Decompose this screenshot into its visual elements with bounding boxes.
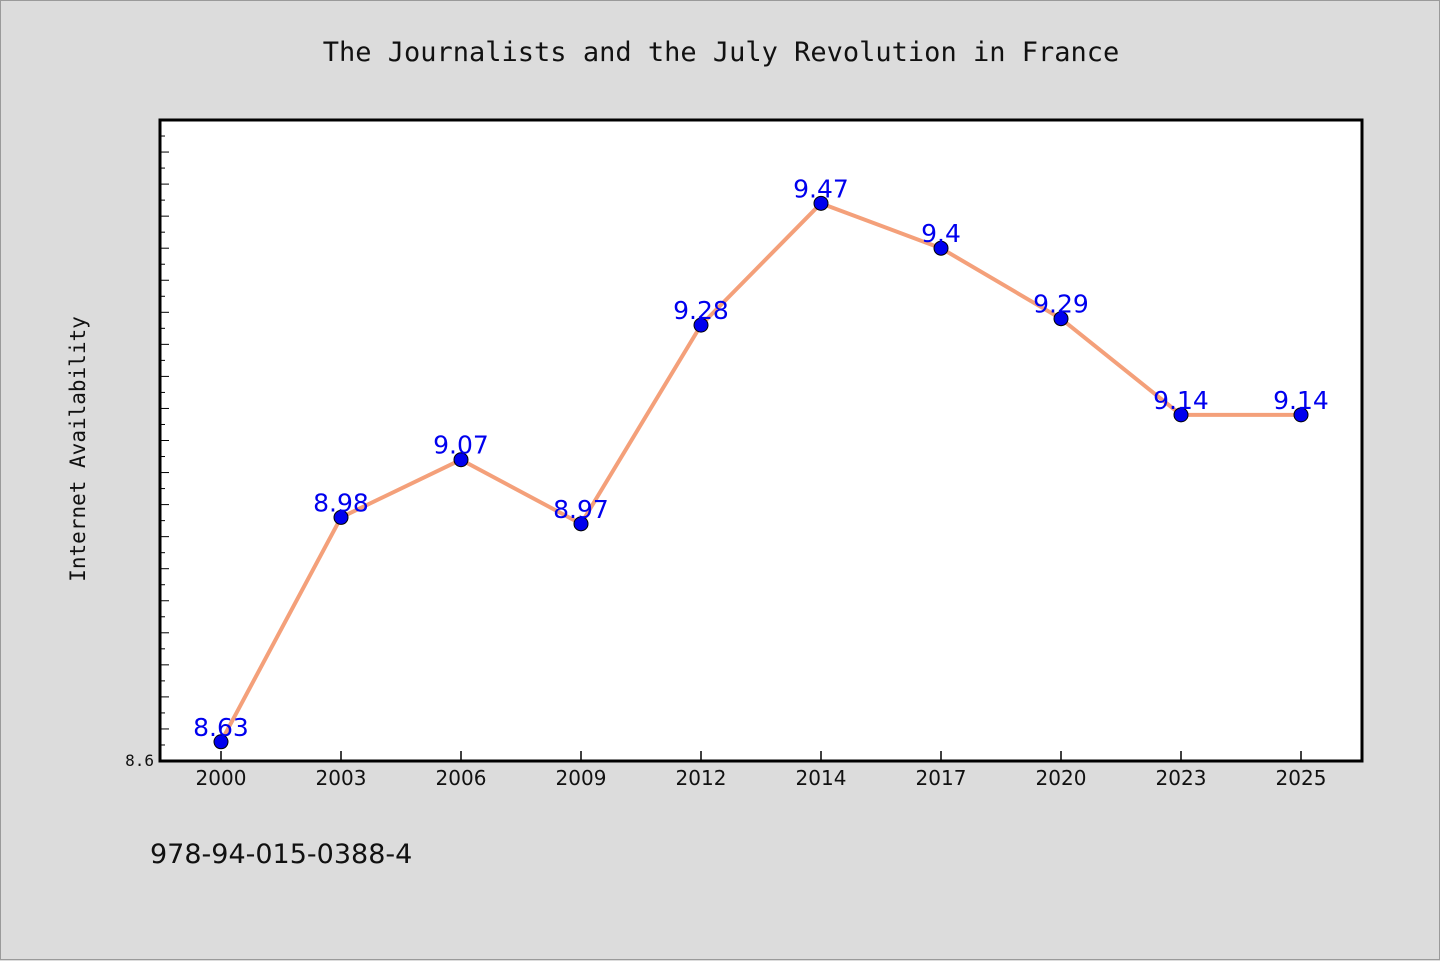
chart-title: The Journalists and the July Revolution … [323, 37, 1120, 68]
x-tick-label: 2020 [1036, 766, 1087, 790]
y-axis-ticks: 8.6 [125, 119, 169, 770]
data-point [1173, 407, 1189, 423]
data-point [813, 195, 829, 211]
x-tick-label: 2025 [1276, 766, 1327, 790]
plot-area [158, 118, 1364, 763]
data-point [1293, 407, 1309, 423]
series-line [219, 201, 1301, 743]
data-label: 9.14 [1153, 386, 1209, 415]
data-label: 9.14 [1273, 386, 1329, 415]
x-tick-label: 2017 [916, 766, 967, 790]
data-label: 9.28 [673, 296, 729, 325]
data-label: 9.4 [921, 219, 961, 248]
x-tick-label: 2000 [196, 766, 247, 790]
data-point [1053, 311, 1069, 327]
data-point [333, 509, 349, 525]
y-tick-label: 8.6 [125, 751, 154, 770]
x-tick-label: 2009 [556, 766, 607, 790]
x-tick-label: 2023 [1156, 766, 1207, 790]
x-tick-label: 2012 [676, 766, 727, 790]
data-label: 9.07 [433, 431, 489, 460]
data-point [453, 452, 469, 468]
data-label: 9.29 [1033, 290, 1089, 319]
series-group: 8.63 8.98 9.07 8.97 9.28 9.47 9.4 9.29 9.14 9.14 [193, 174, 1329, 750]
data-label: 8.98 [313, 488, 369, 517]
x-tick-label: 2006 [436, 766, 487, 790]
data-label: 9.47 [793, 174, 849, 203]
data-point [573, 516, 589, 532]
data-label: 8.63 [193, 713, 249, 742]
data-point [693, 317, 709, 333]
isbn-footer: 978-94-015-0388-4 [150, 839, 412, 870]
x-axis-ticks: 2000 2003 2006 2009 2012 2014 2017 2020 2023 2025 [196, 751, 1327, 790]
x-tick-label: 2014 [796, 766, 847, 790]
data-point [933, 240, 949, 256]
data-point [213, 734, 229, 750]
y-axis-label: Internet Availability [66, 316, 90, 582]
x-tick-label: 2003 [316, 766, 367, 790]
data-label: 8.97 [553, 495, 609, 524]
